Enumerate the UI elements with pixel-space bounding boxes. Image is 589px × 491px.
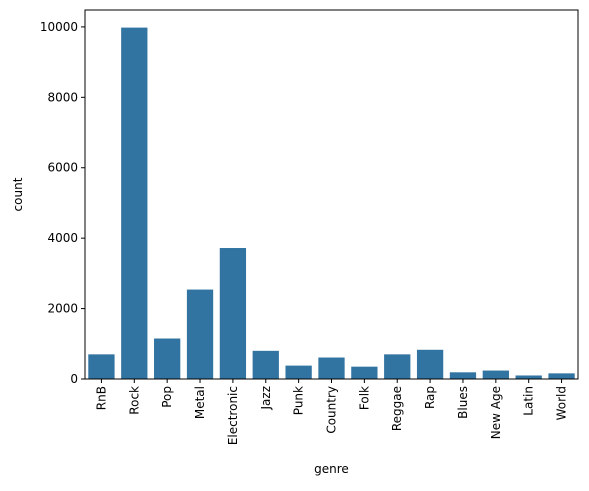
- x-tick-label: RnB: [94, 386, 108, 410]
- x-tick-label: Reggae: [390, 386, 404, 431]
- plot-frame: [84, 9, 579, 380]
- x-tick-label: Pop: [160, 386, 174, 408]
- y-tick-label: 0: [70, 372, 78, 386]
- x-axis-ticks: RnB Rock Pop Metal Electronic Jazz Punk Country…: [94, 379, 569, 445]
- bar-electronic: [219, 248, 247, 379]
- x-tick-label: Rap: [423, 386, 437, 409]
- x-tick-label: Folk: [357, 386, 371, 410]
- bar-jazz: [252, 350, 279, 379]
- bar-new-age: [482, 370, 509, 379]
- y-tick-label: 2000: [47, 302, 78, 316]
- bar-world: [548, 373, 575, 379]
- x-tick-label: New Age: [489, 386, 503, 439]
- y-axis-ticks: 0 2000 4000 6000 8000 10000: [40, 20, 85, 386]
- y-tick-label: 10000: [40, 20, 78, 34]
- y-tick-label: 8000: [47, 90, 78, 104]
- bars-group: [88, 27, 575, 379]
- x-tick-label: Electronic: [226, 386, 240, 445]
- x-tick-label: Country: [325, 386, 339, 434]
- bar-latin: [515, 375, 542, 379]
- y-tick-label: 6000: [47, 161, 78, 175]
- x-tick-label: Blues: [456, 386, 470, 419]
- x-tick-label: World: [555, 386, 569, 420]
- bar-pop: [154, 338, 181, 379]
- y-axis-label: count: [11, 177, 25, 211]
- bar-punk: [285, 365, 312, 379]
- y-tick-label: 4000: [47, 231, 78, 245]
- x-tick-label: Metal: [193, 386, 207, 419]
- bar-metal: [186, 289, 214, 379]
- x-axis-label: genre: [314, 462, 349, 476]
- bar-blues: [449, 372, 477, 379]
- bar-rap: [416, 349, 444, 379]
- bar-reggae: [384, 354, 411, 379]
- x-tick-label: Latin: [522, 386, 536, 416]
- x-tick-label: Punk: [292, 386, 306, 415]
- bar-country: [318, 357, 345, 379]
- bar-folk: [351, 366, 378, 379]
- x-tick-label: Jazz: [259, 386, 273, 411]
- x-tick-label: Rock: [127, 386, 141, 415]
- bar-rock: [121, 27, 148, 379]
- bar-rnb: [88, 354, 115, 379]
